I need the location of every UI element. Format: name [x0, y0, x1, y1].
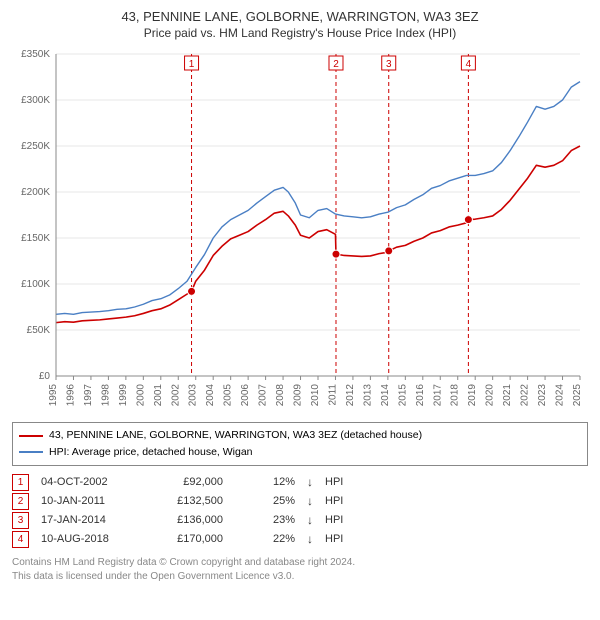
svg-text:£150K: £150K	[21, 233, 50, 244]
svg-text:4: 4	[466, 59, 472, 70]
svg-text:2016: 2016	[415, 384, 426, 407]
svg-text:2014: 2014	[380, 384, 391, 407]
sale-pct: 12%	[235, 476, 295, 488]
svg-text:2015: 2015	[397, 384, 408, 407]
svg-text:1999: 1999	[118, 384, 129, 407]
chart: £0 £50K £100K £150K £200K £250K £300K £350K 1995…	[12, 46, 588, 416]
svg-text:2007: 2007	[258, 384, 269, 407]
legend: 43, PENNINE LANE, GOLBORNE, WARRINGTON, …	[12, 422, 588, 466]
legend-row-price-paid: 43, PENNINE LANE, GOLBORNE, WARRINGTON, …	[19, 427, 581, 444]
svg-text:2025: 2025	[572, 384, 583, 407]
svg-text:2011: 2011	[327, 384, 338, 406]
svg-text:£300K: £300K	[21, 95, 50, 106]
sale-date: 04-OCT-2002	[41, 476, 141, 488]
svg-text:£350K: £350K	[21, 49, 50, 60]
footer: Contains HM Land Registry data © Crown c…	[12, 556, 588, 584]
svg-text:2012: 2012	[345, 384, 356, 407]
sale-hpi: HPI	[325, 514, 365, 526]
sale-date: 10-AUG-2018	[41, 533, 141, 545]
legend-row-hpi: HPI: Average price, detached house, Wiga…	[19, 444, 581, 461]
svg-text:£250K: £250K	[21, 141, 50, 152]
svg-text:1: 1	[189, 59, 195, 70]
sale-row: 1 04-OCT-2002 £92,000 12% ↓ HPI	[12, 474, 588, 491]
svg-text:2009: 2009	[293, 384, 304, 407]
sale-pct: 23%	[235, 514, 295, 526]
svg-text:2005: 2005	[223, 384, 234, 407]
sale-row: 4 10-AUG-2018 £170,000 22% ↓ HPI	[12, 531, 588, 548]
svg-text:2021: 2021	[502, 384, 513, 407]
svg-text:£50K: £50K	[27, 325, 51, 336]
sale-price: £170,000	[153, 533, 223, 545]
svg-text:2001: 2001	[153, 384, 164, 407]
svg-text:2: 2	[333, 59, 339, 70]
legend-label: HPI: Average price, detached house, Wiga…	[49, 444, 253, 461]
svg-text:1995: 1995	[48, 384, 59, 407]
chart-svg: £0 £50K £100K £150K £200K £250K £300K £350K 1995…	[12, 46, 588, 416]
arrow-down-icon: ↓	[307, 513, 313, 527]
sale-hpi: HPI	[325, 495, 365, 507]
page-container: 43, PENNINE LANE, GOLBORNE, WARRINGTON, …	[0, 0, 600, 584]
svg-text:2008: 2008	[275, 384, 286, 407]
legend-label: 43, PENNINE LANE, GOLBORNE, WARRINGTON, …	[49, 427, 422, 444]
sale-price: £92,000	[153, 476, 223, 488]
svg-text:2003: 2003	[188, 384, 199, 407]
sale-pct: 22%	[235, 533, 295, 545]
sale-marker-icon: 1	[12, 474, 29, 491]
footer-line: Contains HM Land Registry data © Crown c…	[12, 556, 588, 570]
svg-text:2013: 2013	[362, 384, 373, 407]
chart-title: 43, PENNINE LANE, GOLBORNE, WARRINGTON, …	[12, 8, 588, 26]
sale-marker-icon: 4	[12, 531, 29, 548]
svg-text:2018: 2018	[450, 384, 461, 407]
svg-text:£0: £0	[39, 371, 51, 382]
sales-list: 1 04-OCT-2002 £92,000 12% ↓ HPI 2 10-JAN…	[12, 474, 588, 548]
sale-marker-icon: 2	[12, 493, 29, 510]
svg-text:2020: 2020	[485, 384, 496, 407]
arrow-down-icon: ↓	[307, 532, 313, 546]
sale-row: 3 17-JAN-2014 £136,000 23% ↓ HPI	[12, 512, 588, 529]
sale-hpi: HPI	[325, 533, 365, 545]
chart-subtitle: Price paid vs. HM Land Registry's House …	[12, 26, 588, 40]
svg-text:2017: 2017	[432, 384, 443, 407]
legend-swatch	[19, 435, 43, 437]
arrow-down-icon: ↓	[307, 475, 313, 489]
svg-text:2010: 2010	[310, 384, 321, 407]
svg-text:£200K: £200K	[21, 187, 50, 198]
sale-price: £136,000	[153, 514, 223, 526]
svg-text:2002: 2002	[170, 384, 181, 407]
svg-text:1998: 1998	[100, 384, 111, 407]
svg-text:2023: 2023	[537, 384, 548, 407]
svg-text:2024: 2024	[555, 384, 566, 407]
sale-row: 2 10-JAN-2011 £132,500 25% ↓ HPI	[12, 493, 588, 510]
svg-text:1997: 1997	[83, 384, 94, 407]
svg-text:2022: 2022	[520, 384, 531, 407]
svg-text:2006: 2006	[240, 384, 251, 407]
sale-pct: 25%	[235, 495, 295, 507]
svg-text:1996: 1996	[65, 384, 76, 407]
sale-price: £132,500	[153, 495, 223, 507]
footer-line: This data is licensed under the Open Gov…	[12, 570, 588, 584]
sale-date: 10-JAN-2011	[41, 495, 141, 507]
svg-text:2004: 2004	[205, 384, 216, 407]
svg-text:£100K: £100K	[21, 279, 50, 290]
sale-marker-icon: 3	[12, 512, 29, 529]
arrow-down-icon: ↓	[307, 494, 313, 508]
sale-hpi: HPI	[325, 476, 365, 488]
svg-text:2019: 2019	[467, 384, 478, 407]
sale-date: 17-JAN-2014	[41, 514, 141, 526]
legend-swatch	[19, 451, 43, 453]
svg-text:2000: 2000	[135, 384, 146, 407]
svg-text:3: 3	[386, 59, 392, 70]
